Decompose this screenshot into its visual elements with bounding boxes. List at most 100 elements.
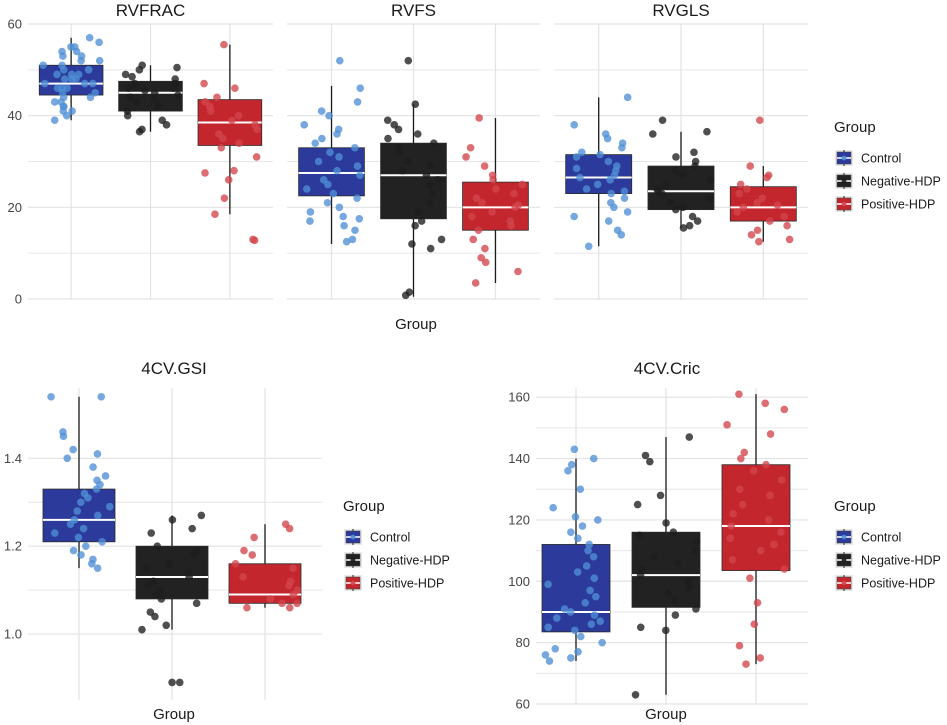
y-tick-label: 0 (15, 292, 22, 307)
data-point (101, 472, 110, 480)
data-point (340, 221, 348, 230)
data-point (50, 98, 59, 106)
data-point (62, 111, 71, 120)
data-point (217, 143, 226, 152)
data-point (770, 540, 778, 549)
data-point (604, 157, 613, 166)
data-point (426, 180, 434, 189)
data-point (590, 574, 599, 583)
data-point (733, 208, 742, 216)
data-point (335, 56, 344, 65)
legend-title: Group (343, 498, 385, 515)
data-point (88, 79, 97, 88)
data-point (152, 590, 161, 599)
data-point (763, 173, 771, 182)
data-point (742, 660, 750, 668)
data-point (648, 130, 657, 138)
data-point (780, 565, 789, 573)
data-point (329, 189, 338, 198)
legend-top: Group Control Negative-HDP Positive-HDP (834, 119, 941, 212)
data-point (756, 546, 765, 555)
data-point (589, 552, 598, 561)
data-point (703, 127, 711, 136)
data-point (567, 654, 575, 662)
data-point (672, 166, 680, 175)
data-point (326, 148, 334, 157)
legend-label: Positive-HDP (861, 198, 935, 212)
data-point (414, 208, 423, 216)
data-point (593, 180, 602, 189)
data-point (518, 180, 527, 189)
data-point (692, 537, 701, 546)
data-point (351, 226, 359, 235)
data-point (253, 125, 261, 134)
data-point (185, 573, 193, 581)
box-negative-hdp (380, 56, 447, 300)
data-point (426, 162, 435, 170)
data-point (355, 214, 364, 223)
data-point (607, 189, 616, 198)
data-point (285, 603, 294, 612)
data-point (584, 242, 593, 251)
data-point (755, 116, 764, 125)
x-axis-title: Group (395, 316, 437, 333)
data-point (51, 529, 59, 537)
data-point (573, 568, 582, 576)
data-point (124, 84, 133, 92)
data-point (672, 153, 680, 161)
data-point (726, 534, 735, 543)
data-point (510, 189, 518, 198)
box-control (565, 93, 633, 251)
data-point (153, 542, 162, 550)
data-point (610, 203, 618, 212)
data-point (598, 638, 606, 647)
data-point (590, 611, 599, 619)
data-point (173, 63, 181, 72)
data-point (126, 93, 134, 102)
data-point (266, 595, 275, 603)
data-point (211, 210, 219, 219)
data-point (673, 559, 682, 567)
y-tick-label: 120 (508, 512, 530, 527)
data-point (592, 592, 600, 601)
data-point (762, 460, 770, 469)
legend-item-negative-hdp: Negative-HDP (835, 552, 941, 568)
data-point (311, 139, 319, 147)
data-point (394, 125, 403, 134)
box-control (38, 33, 104, 125)
data-point (635, 531, 644, 540)
data-point (688, 212, 697, 221)
data-point (63, 454, 72, 463)
data-point (250, 533, 258, 542)
data-point (201, 169, 209, 177)
y-tick-label: 100 (508, 574, 530, 589)
box-positive-hdp (228, 520, 302, 612)
data-point (150, 95, 159, 104)
legend-item-control: Control (835, 529, 901, 545)
data-point (727, 522, 736, 530)
data-point (566, 608, 575, 616)
data-point (335, 203, 344, 212)
data-point (154, 102, 163, 111)
data-point (761, 399, 770, 408)
data-point (662, 519, 670, 527)
data-point (551, 644, 560, 653)
data-point (333, 166, 341, 175)
data-point (620, 187, 629, 196)
legend-label: Control (861, 152, 901, 166)
data-point (780, 212, 789, 221)
data-point (77, 56, 85, 65)
data-point (641, 451, 650, 460)
data-point (353, 194, 361, 202)
data-point (780, 405, 789, 414)
data-point (60, 75, 69, 83)
y-tick-label: 160 (508, 390, 530, 405)
panel-title: 4CV.GSI (141, 359, 207, 378)
data-point (468, 212, 476, 221)
data-point (323, 198, 332, 207)
y-tick-label: 140 (508, 451, 530, 466)
data-point (606, 176, 614, 184)
data-point (544, 580, 552, 589)
data-point (252, 153, 261, 161)
data-point (401, 291, 410, 300)
